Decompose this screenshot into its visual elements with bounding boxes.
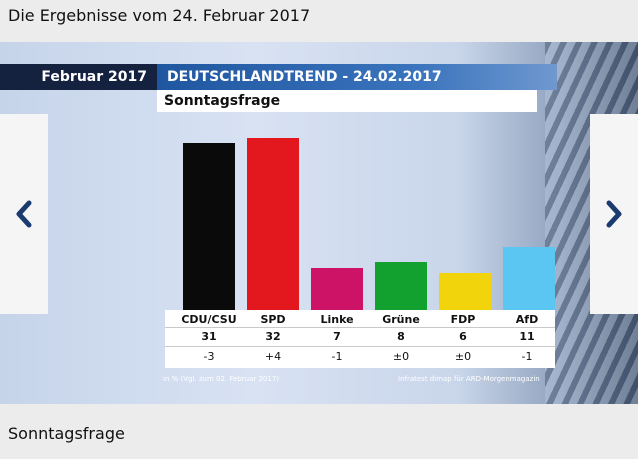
results-table: CDU/CSU SPD Linke Grüne FDP AfD 31 32 7 … <box>165 310 555 368</box>
change-label: +4 <box>264 350 282 363</box>
page-heading: Die Ergebnisse vom 24. Februar 2017 <box>8 6 311 25</box>
party-label: Linke <box>320 313 354 326</box>
party-label: CDU/CSU <box>181 313 237 326</box>
value-label: 8 <box>397 330 405 343</box>
bar-base-cdu-csu <box>183 304 235 310</box>
bar-base-linke <box>311 304 363 310</box>
change-label: ±0 <box>392 350 410 363</box>
change-label: -3 <box>203 350 215 363</box>
party-label: AfD <box>515 313 539 326</box>
bar-afd <box>503 247 555 304</box>
footnote-scale: in % (Vgl. zum 02. Februar 2017) <box>163 375 279 383</box>
bar-cdu-csu <box>183 143 235 304</box>
value-label: 7 <box>333 330 341 343</box>
footnote-source: Infratest dimap für ARD-Morgenmagazin <box>398 375 540 383</box>
image-viewer: Februar 2017 DEUTSCHLANDTREND - 24.02.20… <box>0 42 638 404</box>
bar-fdp <box>439 273 491 304</box>
change-label: ±0 <box>454 350 472 363</box>
party-label: Grüne <box>382 313 420 326</box>
bar-base-afd <box>503 304 555 310</box>
chevron-right-icon <box>606 200 622 228</box>
bar-linke <box>311 268 363 304</box>
previous-button[interactable] <box>0 114 48 314</box>
party-label: SPD <box>260 313 286 326</box>
change-label: -1 <box>521 350 533 363</box>
trend-title: DEUTSCHLANDTREND - 24.02.2017 <box>157 64 557 90</box>
month-label: Februar 2017 <box>0 64 157 90</box>
value-label: 32 <box>265 330 281 343</box>
bar-base-spd <box>247 304 299 310</box>
table-divider <box>165 346 555 347</box>
chevron-left-icon <box>16 200 32 228</box>
party-label: FDP <box>450 313 476 326</box>
next-button[interactable] <box>590 114 638 314</box>
bar-base-fdp <box>439 304 491 310</box>
image-caption: Sonntagsfrage <box>8 424 125 443</box>
bar-gruene <box>375 262 427 304</box>
bar-base-gruene <box>375 304 427 310</box>
value-label: 11 <box>519 330 535 343</box>
chart-subtitle: Sonntagsfrage <box>157 90 537 112</box>
value-label: 31 <box>201 330 217 343</box>
table-divider <box>165 327 555 328</box>
bar-spd <box>247 138 299 304</box>
bar-chart <box>165 122 565 344</box>
change-label: -1 <box>331 350 343 363</box>
value-label: 6 <box>459 330 467 343</box>
